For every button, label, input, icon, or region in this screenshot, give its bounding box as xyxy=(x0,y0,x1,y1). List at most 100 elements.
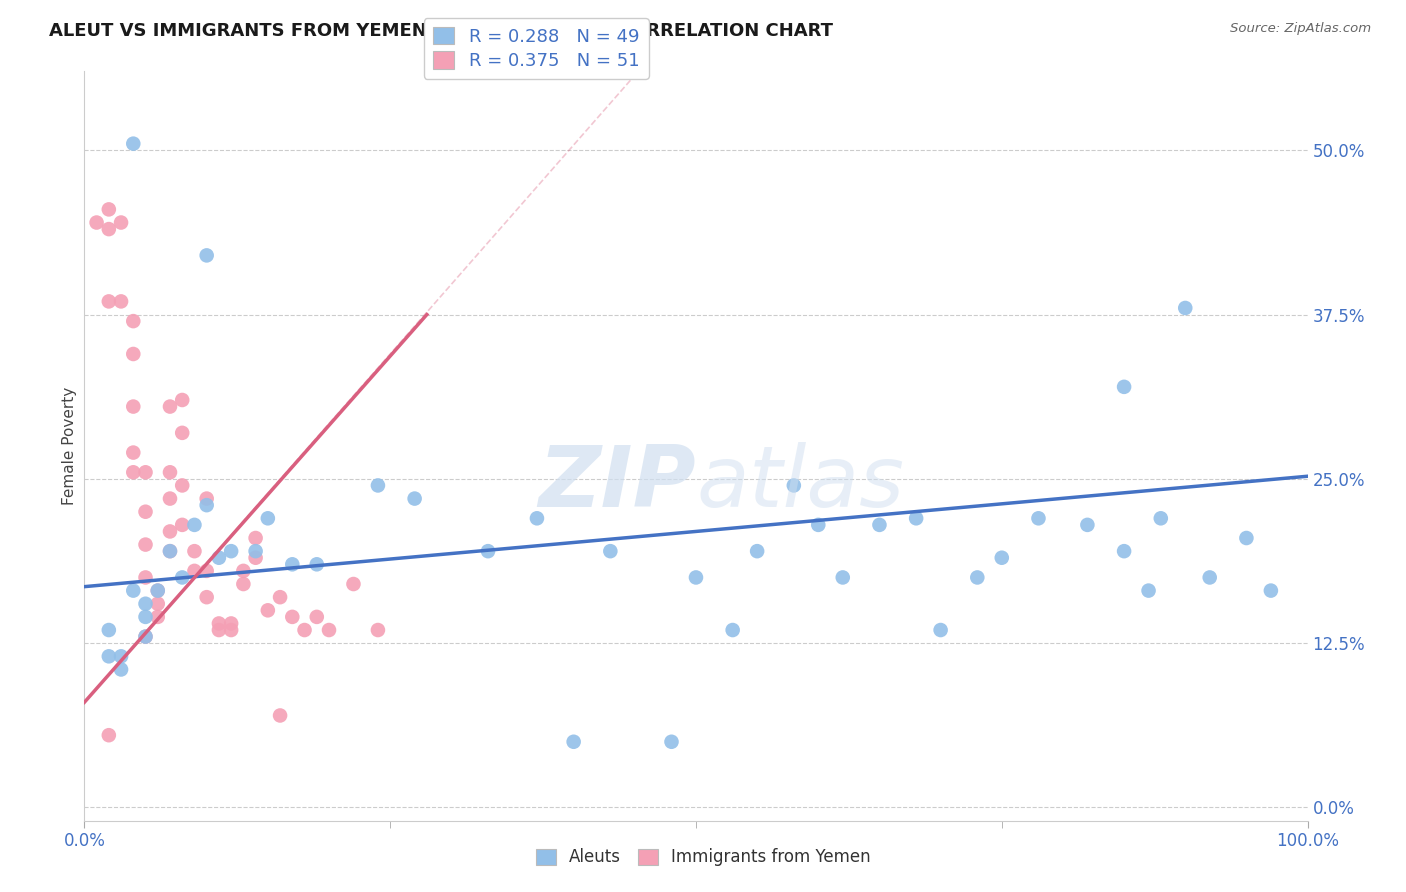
Point xyxy=(1174,301,1197,315)
Point xyxy=(195,248,218,262)
Point xyxy=(232,577,254,591)
Point xyxy=(159,544,181,558)
Point xyxy=(86,215,108,229)
Point xyxy=(159,465,181,479)
Point xyxy=(294,623,316,637)
Point xyxy=(1150,511,1173,525)
Point xyxy=(97,649,120,664)
Y-axis label: Female Poverty: Female Poverty xyxy=(62,387,77,505)
Point xyxy=(122,445,145,459)
Point xyxy=(172,392,194,407)
Point xyxy=(183,544,205,558)
Point xyxy=(146,583,169,598)
Point xyxy=(869,517,891,532)
Point xyxy=(245,550,267,565)
Point xyxy=(208,550,231,565)
Point xyxy=(526,511,548,525)
Point xyxy=(172,570,194,584)
Point xyxy=(685,570,707,584)
Point xyxy=(367,623,389,637)
Point xyxy=(135,597,157,611)
Text: ZIP: ZIP xyxy=(538,442,696,525)
Point xyxy=(929,623,952,637)
Point xyxy=(599,544,621,558)
Point xyxy=(146,583,169,598)
Point xyxy=(172,478,194,492)
Point xyxy=(783,478,806,492)
Point xyxy=(172,517,194,532)
Point xyxy=(257,603,280,617)
Point xyxy=(146,610,169,624)
Point xyxy=(195,498,218,512)
Point xyxy=(159,400,181,414)
Point xyxy=(135,505,157,519)
Point xyxy=(122,136,145,151)
Point xyxy=(183,564,205,578)
Legend: Aleuts, Immigrants from Yemen: Aleuts, Immigrants from Yemen xyxy=(527,840,879,875)
Point xyxy=(1198,570,1220,584)
Point xyxy=(219,623,242,637)
Point xyxy=(1260,583,1282,598)
Point xyxy=(195,491,218,506)
Point xyxy=(1114,380,1136,394)
Point xyxy=(281,610,304,624)
Point xyxy=(318,623,340,637)
Point xyxy=(159,491,181,506)
Text: atlas: atlas xyxy=(696,442,904,525)
Point xyxy=(97,202,120,217)
Point xyxy=(232,564,254,578)
Point xyxy=(905,511,928,525)
Point xyxy=(281,558,304,572)
Point xyxy=(1076,517,1098,532)
Point xyxy=(966,570,988,584)
Point xyxy=(269,708,291,723)
Text: ALEUT VS IMMIGRANTS FROM YEMEN FEMALE POVERTY CORRELATION CHART: ALEUT VS IMMIGRANTS FROM YEMEN FEMALE PO… xyxy=(49,22,834,40)
Point xyxy=(183,517,205,532)
Point xyxy=(97,623,120,637)
Point xyxy=(721,623,744,637)
Point xyxy=(159,524,181,539)
Point xyxy=(195,590,218,604)
Point xyxy=(747,544,769,558)
Point xyxy=(219,544,242,558)
Point xyxy=(122,465,145,479)
Point xyxy=(122,347,145,361)
Point xyxy=(135,570,157,584)
Point xyxy=(97,728,120,742)
Point xyxy=(807,517,830,532)
Point xyxy=(135,630,157,644)
Point xyxy=(97,294,120,309)
Point xyxy=(135,465,157,479)
Point xyxy=(305,610,328,624)
Point xyxy=(1028,511,1050,525)
Point xyxy=(195,564,218,578)
Point xyxy=(1137,583,1160,598)
Point xyxy=(219,616,242,631)
Point xyxy=(404,491,426,506)
Point xyxy=(342,577,364,591)
Point xyxy=(245,544,267,558)
Point xyxy=(122,583,145,598)
Point xyxy=(257,511,280,525)
Point xyxy=(110,649,132,664)
Point xyxy=(135,610,157,624)
Point xyxy=(562,735,585,749)
Point xyxy=(135,538,157,552)
Point xyxy=(661,735,683,749)
Point xyxy=(172,425,194,440)
Point xyxy=(122,314,145,328)
Point xyxy=(831,570,853,584)
Point xyxy=(159,544,181,558)
Point xyxy=(245,531,267,545)
Point xyxy=(135,630,157,644)
Point xyxy=(146,597,169,611)
Point xyxy=(208,616,231,631)
Point xyxy=(367,478,389,492)
Point xyxy=(1114,544,1136,558)
Point xyxy=(269,590,291,604)
Point xyxy=(110,215,132,229)
Point xyxy=(122,400,145,414)
Point xyxy=(110,663,132,677)
Text: Source: ZipAtlas.com: Source: ZipAtlas.com xyxy=(1230,22,1371,36)
Point xyxy=(991,550,1014,565)
